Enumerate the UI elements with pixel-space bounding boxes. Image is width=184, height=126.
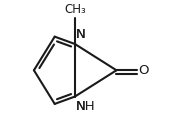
- Text: CH₃: CH₃: [64, 4, 86, 17]
- Text: NH: NH: [75, 100, 95, 113]
- Text: N: N: [75, 28, 85, 41]
- Text: N: N: [75, 100, 85, 113]
- Text: O: O: [139, 64, 149, 77]
- Text: N: N: [75, 28, 85, 41]
